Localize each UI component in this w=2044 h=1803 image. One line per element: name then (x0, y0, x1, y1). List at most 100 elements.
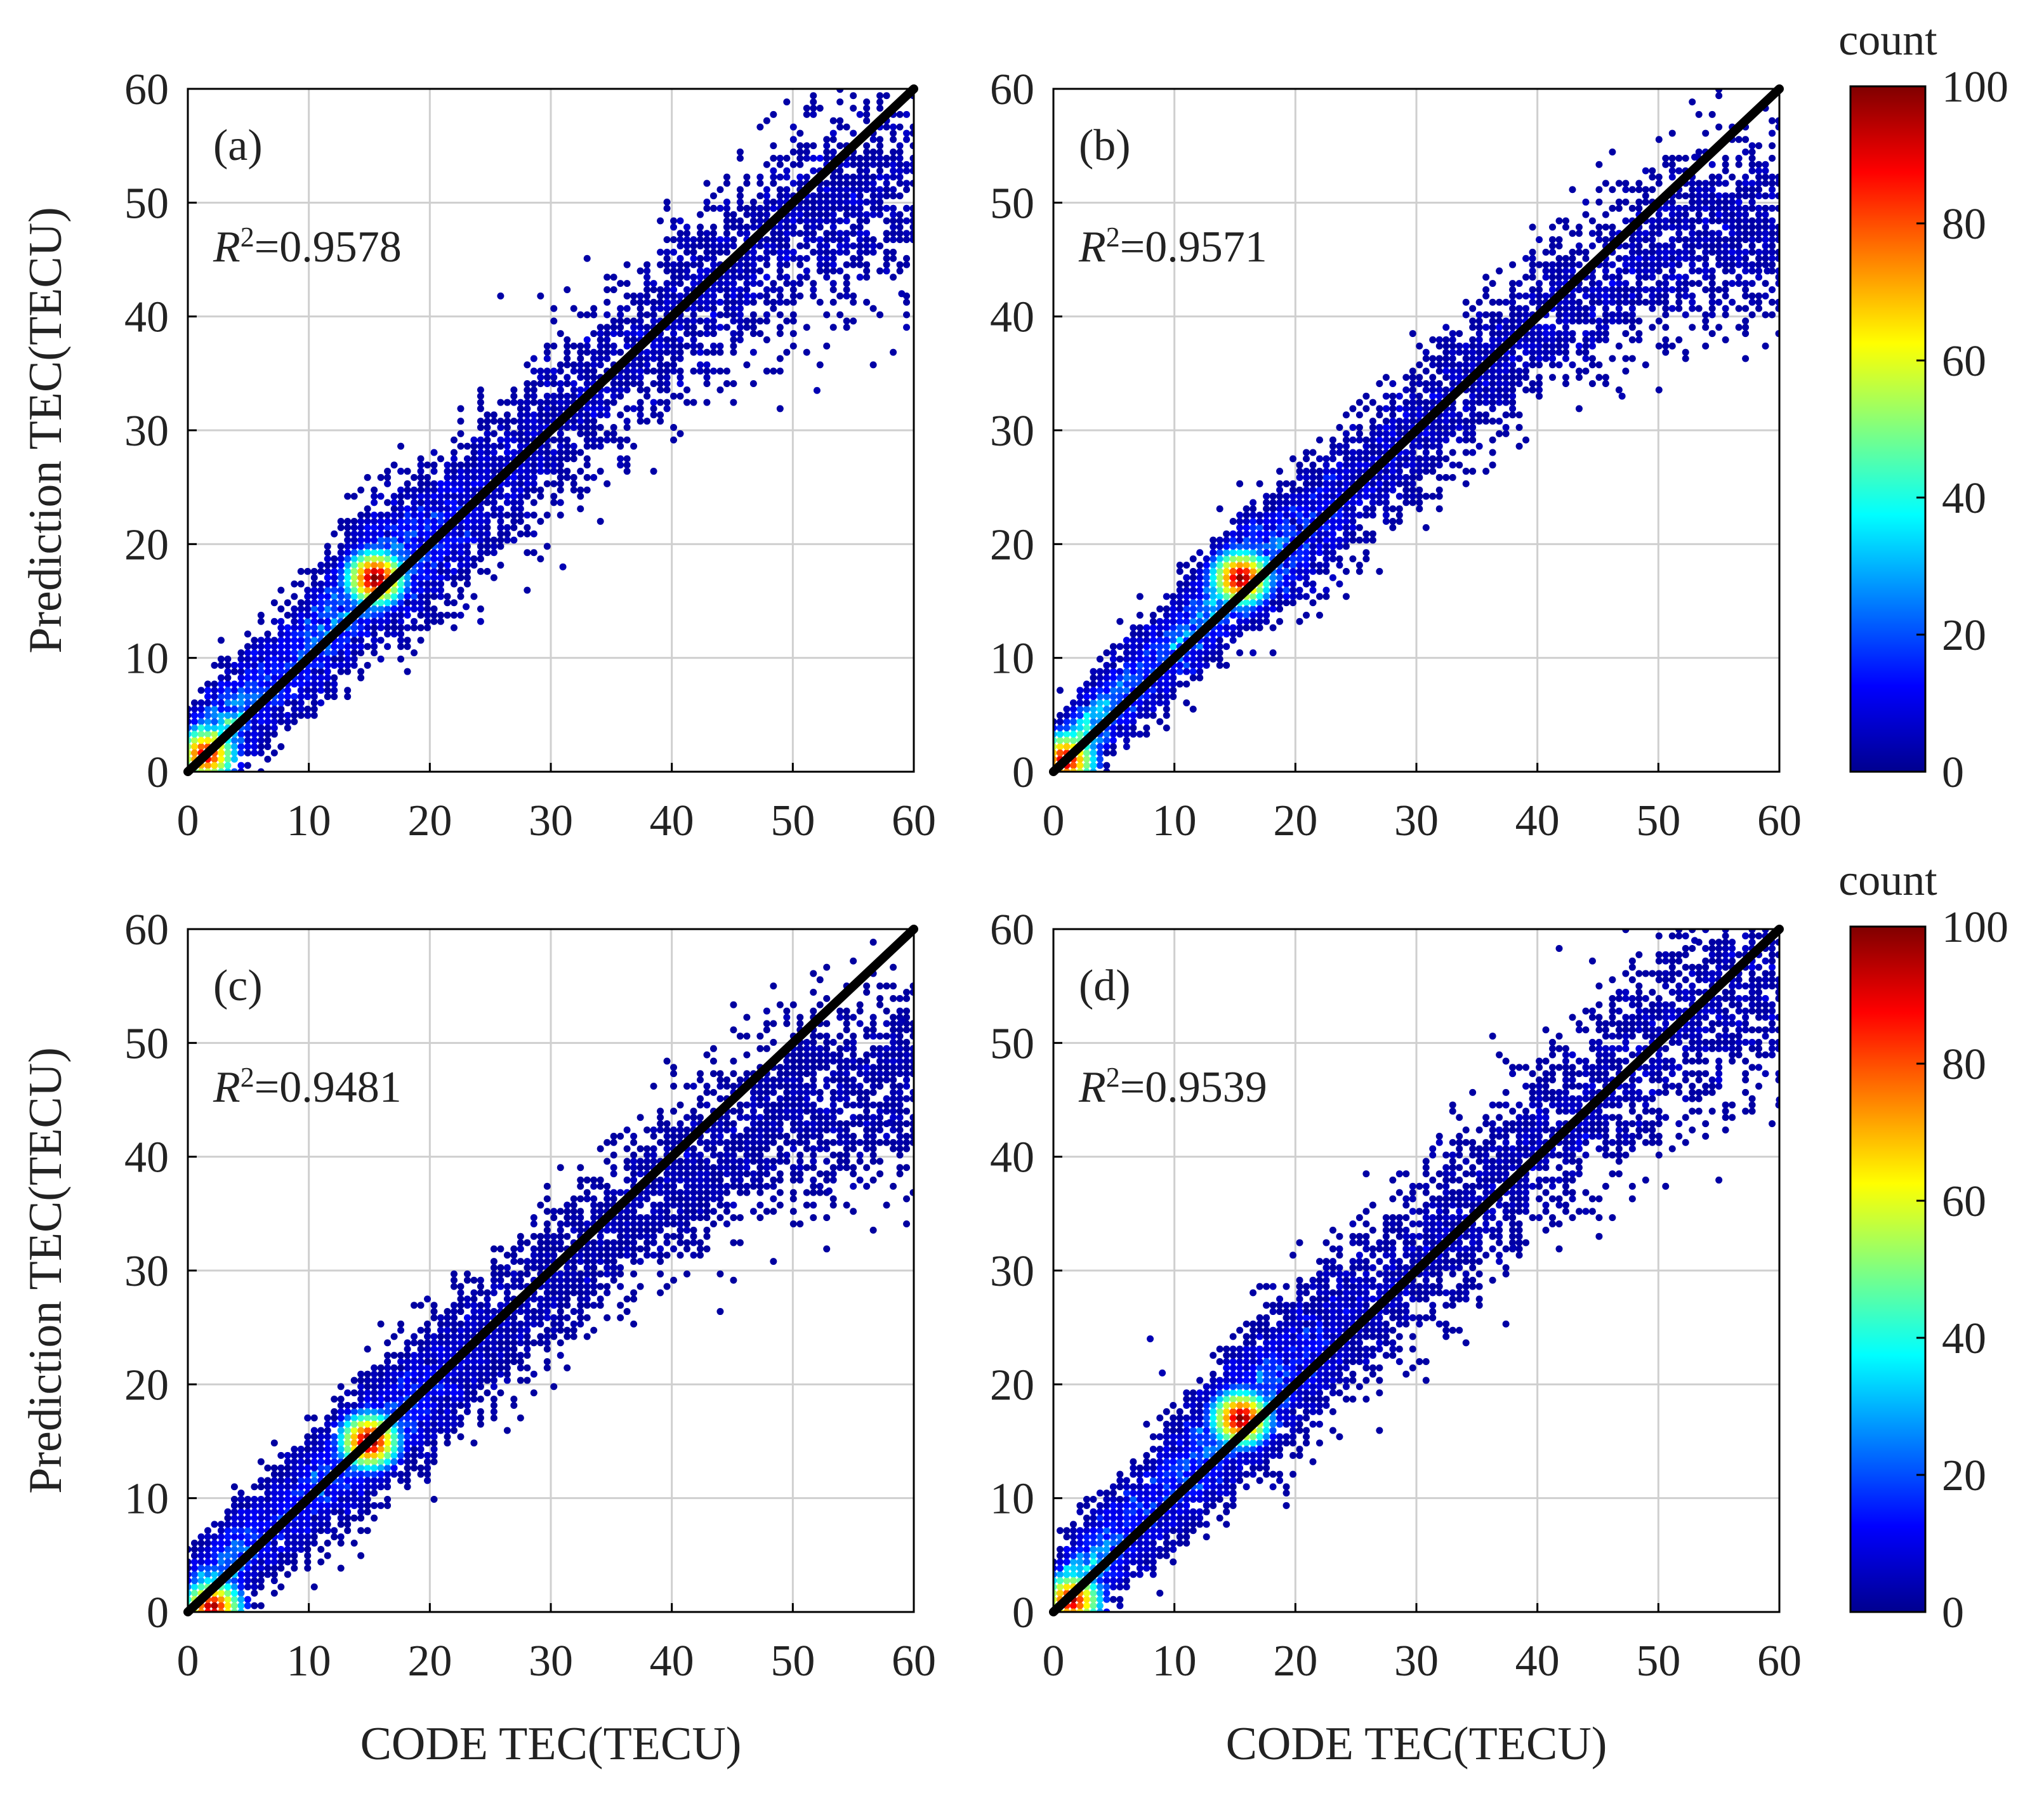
density-point (1189, 599, 1197, 607)
density-point (1103, 743, 1111, 751)
density-point (1542, 248, 1550, 256)
density-point (457, 536, 465, 544)
density-point (1588, 380, 1596, 387)
density-point (304, 1470, 312, 1478)
density-point (1715, 173, 1723, 181)
density-point (457, 418, 465, 425)
density-point (1196, 643, 1204, 651)
density-point (197, 737, 205, 744)
density-point (244, 1583, 251, 1591)
density-point (1116, 655, 1124, 663)
density-point (1355, 461, 1363, 469)
y-tick-label: 40 (990, 293, 1034, 342)
density-point (357, 586, 365, 594)
density-point (1655, 286, 1663, 294)
density-point (444, 468, 451, 475)
density-point (1409, 492, 1416, 500)
density-point (470, 1383, 478, 1390)
density-point (1282, 593, 1290, 600)
density-point (284, 643, 291, 651)
density-point (304, 599, 312, 607)
density-point (663, 267, 671, 275)
density-point (1416, 405, 1423, 413)
density-point (723, 211, 730, 218)
density-point (424, 567, 432, 575)
density-point (1309, 486, 1317, 494)
density-point (1289, 492, 1297, 500)
density-point (430, 492, 438, 500)
density-point (310, 567, 318, 575)
density-point (1429, 455, 1437, 463)
density-point (1322, 567, 1330, 575)
density-point (324, 549, 331, 557)
density-point (1748, 292, 1756, 300)
density-point (743, 204, 751, 212)
density-point (331, 562, 338, 569)
density-point (723, 242, 730, 249)
density-point (1130, 637, 1137, 644)
density-point (1456, 461, 1463, 469)
density-point (530, 549, 537, 557)
density-point (1369, 492, 1376, 500)
density-point (204, 718, 211, 725)
density-point (823, 154, 831, 162)
density-point (736, 292, 744, 300)
density-point (1342, 455, 1350, 463)
density-point (331, 655, 338, 663)
density-point (564, 455, 571, 463)
density-point (590, 424, 598, 432)
density-point (903, 1007, 911, 1015)
density-point (1183, 593, 1190, 600)
density-point (863, 154, 871, 162)
density-point (863, 1182, 871, 1190)
density-point (1063, 711, 1071, 719)
density-point (304, 674, 312, 682)
density-point (1655, 242, 1663, 249)
density-point (1735, 223, 1743, 231)
density-point (1349, 473, 1357, 481)
density-point (224, 693, 232, 701)
density-point (896, 180, 904, 187)
density-point (896, 173, 904, 181)
density-point (1289, 455, 1297, 463)
density-point (1735, 230, 1743, 237)
density-point (1668, 198, 1676, 206)
density-point (1109, 649, 1117, 657)
density-point (876, 173, 884, 181)
density-point (317, 599, 325, 607)
density-point (1176, 618, 1184, 625)
density-point (863, 180, 871, 187)
density-point (470, 468, 478, 475)
density-point (1475, 336, 1483, 343)
density-point (643, 324, 651, 331)
density-point (204, 680, 211, 688)
density-point (1595, 324, 1603, 331)
density-point (1668, 305, 1676, 312)
density-point (424, 505, 432, 513)
density-point (1575, 311, 1583, 319)
density-point (1163, 705, 1170, 713)
density-point (1615, 305, 1623, 312)
density-point (676, 336, 684, 343)
density-point (716, 236, 724, 244)
density-point (197, 687, 205, 694)
density-point (676, 348, 684, 356)
density-point (1708, 186, 1716, 194)
density-point (789, 230, 797, 237)
density-point (1662, 286, 1670, 294)
density-point (1742, 317, 1750, 325)
density-point (1729, 173, 1736, 181)
density-point (524, 361, 531, 369)
density-point (683, 342, 690, 350)
density-point (470, 449, 478, 456)
density-point (1582, 305, 1590, 312)
density-point (1769, 192, 1776, 200)
density-point (437, 543, 444, 550)
density-point (570, 442, 577, 450)
density-point (377, 599, 385, 607)
density-point (1469, 418, 1477, 425)
density-point (1536, 286, 1543, 294)
density-point (1536, 330, 1543, 338)
density-point (883, 261, 890, 268)
density-point (1409, 442, 1416, 450)
